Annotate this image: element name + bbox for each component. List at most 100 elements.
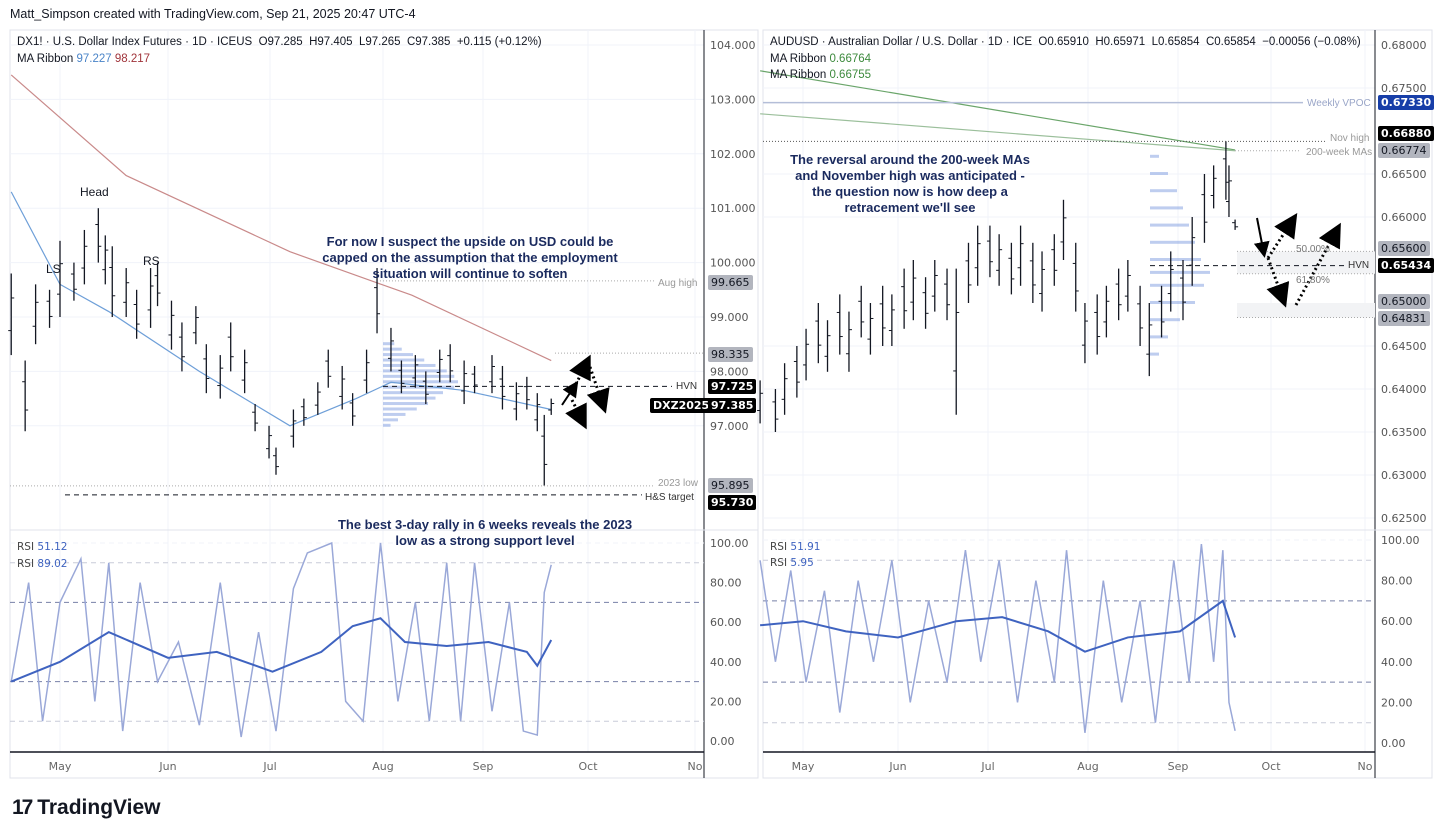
volume-profile-bar — [383, 402, 428, 406]
price-tick-label: 0.64500 — [1381, 340, 1427, 353]
low-2023-label: 2023 low — [658, 478, 699, 489]
time-tick-label: Oct — [1261, 760, 1281, 773]
tag-ma200: 0.66774 — [1378, 143, 1430, 158]
up-arrow — [561, 380, 579, 406]
time-tick-label: Jun — [888, 760, 906, 773]
time-tick-label: May — [49, 760, 72, 773]
volume-profile-bar — [1150, 240, 1195, 244]
price-tick-label: 102.000 — [710, 148, 756, 161]
volume-profile-bar — [383, 412, 406, 416]
hs-target-label: H&S target — [645, 492, 694, 503]
tag-2023-low: 95.895 — [708, 478, 753, 493]
ma-200w-line-b — [760, 113, 1236, 152]
rsi1-value: 51.12 — [37, 541, 68, 553]
price-tick-label: 0.68000 — [1381, 39, 1427, 52]
down-arrow — [1253, 217, 1270, 258]
volume-profile-bar — [1150, 318, 1180, 322]
dotted-down-arrow-2 — [565, 399, 587, 430]
price-tick-label: 100.000 — [710, 257, 756, 270]
tag-aug-high: 99.665 — [708, 275, 753, 290]
rsi2-value: 89.02 — [37, 558, 68, 570]
price-tick-label: 98.000 — [710, 365, 749, 378]
left-symbol-legend[interactable]: DX1! · U.S. Dollar Index Futures · 1D · … — [17, 35, 542, 50]
time-tick-label: Aug — [1077, 760, 1098, 773]
volume-profile-bar — [383, 407, 417, 411]
ma-fast-value: 97.227 — [76, 53, 112, 65]
volume-profile-bar — [1150, 270, 1210, 274]
tag-hvn: 0.65434 — [1378, 258, 1435, 273]
tag-nov-high: 0.66880 — [1378, 126, 1435, 141]
rsi-tick-label: 60.00 — [1381, 615, 1413, 628]
volume-profile-bar — [383, 396, 436, 400]
volume-profile-bar — [1150, 283, 1204, 287]
right-rsi-legend-2[interactable]: RSI 5.95 — [770, 557, 814, 570]
rsi-slow-line — [10, 617, 553, 683]
price-tick-label: 0.63500 — [1381, 426, 1427, 439]
left-ma-legend[interactable]: MA Ribbon 97.227 98.217 — [17, 52, 150, 67]
rsi-label: RSI — [770, 557, 788, 569]
volume-profile-bar — [383, 358, 425, 362]
support-annotation: The best 3-day rally in 6 weeks reveals … — [337, 517, 633, 548]
rsi-tick-label: 40.00 — [1381, 656, 1413, 669]
time-tick-label: Jul — [980, 760, 994, 773]
ma1-value: 0.66764 — [829, 53, 872, 65]
tag-vpoc: 0.67330 — [1378, 95, 1435, 110]
volume-profile-bar — [383, 391, 443, 395]
volume-profile-bar — [1150, 172, 1168, 175]
volume-profile-bar — [383, 374, 455, 378]
tag-last-price: 97.385 — [708, 398, 757, 413]
audusd-annotation: The reversal around the 200-week MAs and… — [790, 152, 1030, 215]
volume-profile-bar — [383, 363, 436, 367]
support-zone — [1237, 303, 1375, 318]
left-high: H97.405 — [309, 36, 353, 48]
tag-fib50: 0.65600 — [1378, 241, 1430, 256]
right-hvn-label: HVN — [1348, 260, 1370, 271]
volume-profile-bar — [383, 423, 391, 427]
tradingview-logo[interactable]: 17 TradingView — [12, 796, 161, 820]
time-tick-label: Oct — [578, 760, 598, 773]
rsi-label: RSI — [770, 541, 788, 553]
left-change: +0.115 (+0.12%) — [456, 36, 542, 48]
price-tick-label: 97.000 — [710, 420, 749, 433]
rsi1-value: 51.91 — [790, 541, 821, 553]
volume-profile-bar — [1150, 352, 1159, 356]
ma-slow-line — [10, 74, 552, 362]
dotted-down-arrow — [586, 366, 610, 414]
volume-profile-bar — [1150, 301, 1195, 304]
right-rsi-legend[interactable]: RSI 51.91 — [770, 541, 820, 554]
aug-high-label: Aug high — [658, 278, 698, 289]
tag-hvn: 97.725 — [708, 379, 757, 394]
price-tick-label: 0.63000 — [1381, 469, 1427, 482]
left-open: O97.285 — [258, 36, 303, 48]
rs-label: RS — [143, 254, 160, 268]
price-tick-label: 103.000 — [710, 93, 756, 106]
left-rsi-legend-2[interactable]: RSI 89.02 — [17, 558, 67, 571]
rsi-label: RSI — [17, 558, 35, 570]
price-tick-label: 99.000 — [710, 311, 749, 324]
rsi-tick-label: 80.00 — [1381, 575, 1413, 588]
ls-label: LS — [46, 262, 61, 276]
tv-logo-icon: 17 — [12, 796, 33, 819]
fib-618-label: 61.80% — [1296, 275, 1330, 286]
rsi-fast-line — [10, 541, 552, 738]
rsi-tick-label: 100.00 — [1381, 534, 1420, 547]
rsi-tick-label: 80.00 — [710, 577, 742, 590]
right-ma-legend-1[interactable]: MA Ribbon 0.66764 — [770, 52, 871, 67]
right-change: −0.00056 (−0.08%) — [1262, 36, 1361, 48]
volume-profile-bar — [383, 380, 458, 384]
time-tick-label: Jul — [262, 760, 276, 773]
left-close: C97.385 — [406, 36, 451, 48]
rsi-tick-label: 20.00 — [1381, 696, 1413, 709]
volume-profile-bar — [383, 353, 413, 357]
right-ma-legend-2[interactable]: MA Ribbon 0.66755 — [770, 68, 871, 83]
time-tick-label: Sep — [1168, 760, 1189, 773]
left-symbol: DX1! · U.S. Dollar Index Futures · 1D · … — [17, 36, 253, 48]
right-symbol-legend[interactable]: AUDUSD · Australian Dollar / U.S. Dollar… — [770, 35, 1361, 50]
left-rsi-legend[interactable]: RSI 51.12 — [17, 541, 67, 554]
rsi-tick-label: 0.00 — [1381, 737, 1406, 750]
right-low: L0.65854 — [1151, 36, 1200, 48]
panel-frame — [9, 29, 759, 779]
left-low: L97.265 — [358, 36, 401, 48]
